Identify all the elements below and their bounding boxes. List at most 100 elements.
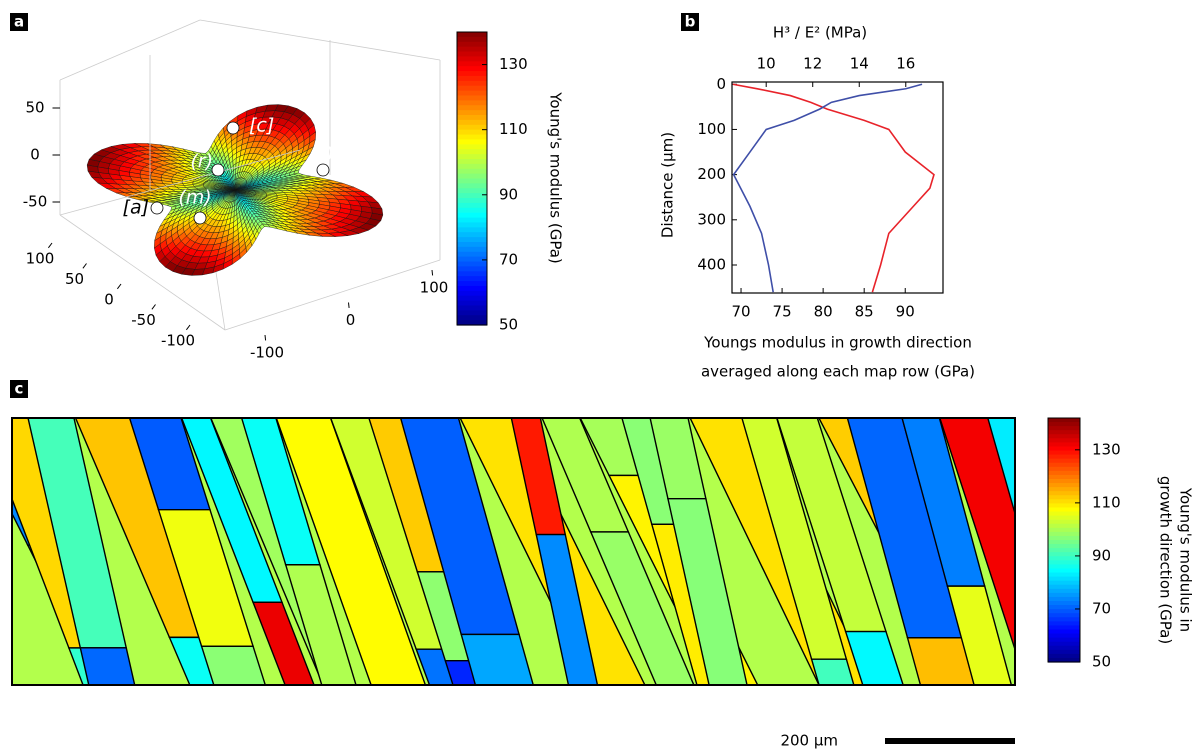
colorbar-segment [457,144,487,149]
colorbar-segment [1048,601,1080,606]
colorbar-segment [457,232,487,237]
colorbar-segment [457,159,487,164]
colorbar-segment [457,227,487,232]
colorbar-segment [457,291,487,296]
colorbar-segment [1048,426,1080,431]
marker-point [212,164,224,176]
colorbar-tick-label: 90 [499,185,518,203]
colorbar-segment [457,100,487,105]
x2-axis-label: H³ / E² (MPa) [773,24,867,42]
tick-label: 50 [25,99,44,117]
marker-point [194,212,206,224]
colorbar-segment [1048,487,1080,492]
colorbar-segment [1048,568,1080,573]
x-tick-label: 75 [773,303,792,321]
grain [1020,665,1078,695]
colorbar-segment [457,242,487,247]
colorbar-segment [457,81,487,86]
colorbar-segment [1048,467,1080,472]
colorbar-segment [1048,471,1080,476]
colorbar-segment [457,42,487,47]
tick-label: 0 [30,146,40,164]
y-tick-label: 300 [697,210,726,228]
colorbar-segment [1048,451,1080,456]
tick-label: 0 [346,311,356,329]
tick-mark [265,335,266,340]
colorbar-segment [457,154,487,159]
colorbar-segment [1048,503,1080,508]
tick-label: 0 [104,291,114,309]
colorbar-segment [1048,438,1080,443]
colorbar-segment [1048,524,1080,529]
x2-tick-label: 16 [896,55,915,73]
colorbar-segment [457,149,487,154]
x-axis-label: averaged along each map row (GPa) [701,363,975,381]
colorbar-segment [457,281,487,286]
colorbar-segment [457,266,487,271]
x-tick-label: 80 [814,303,833,321]
colorbar-segment [457,32,487,37]
y-tick-label: 400 [697,255,726,273]
colorbar-segment [1048,646,1080,651]
colorbar-segment [457,222,487,227]
colorbar-segment [457,271,487,276]
tick-mark [48,243,52,248]
colorbar-segment [457,66,487,71]
colorbar-segment [457,218,487,223]
colorbar-segment [457,56,487,61]
colorbar-segment [1048,548,1080,553]
colorbar-segment [1048,418,1080,423]
colorbar-tick-label: 50 [499,316,518,334]
colorbar-segment [1048,638,1080,643]
colorbar-segment [457,169,487,174]
marker-point [151,202,163,214]
colorbar-segment [457,193,487,198]
colorbar-segment [1048,532,1080,537]
x2-tick-label: 14 [850,55,869,73]
x-tick-label: 90 [896,303,915,321]
colorbar-segment [1048,491,1080,496]
colorbar-segment [1048,560,1080,565]
colorbar-segment [1048,642,1080,647]
colorbar-segment [1048,650,1080,655]
map [0,410,1191,695]
colorbar-segment [457,208,487,213]
marker-point [317,164,329,176]
colorbar-segment [1048,544,1080,549]
colorbar-segment [457,76,487,81]
colorbar-tick-label: 90 [1092,546,1111,564]
tick-mark [186,325,190,330]
colorbar-segment [457,310,487,315]
tick-mark [349,303,350,308]
colorbar-segment [457,110,487,115]
colorbar-segment [1048,564,1080,569]
colorbar-segment [1048,446,1080,451]
panel-letter: a [14,13,24,31]
colorbar-segment [457,262,487,267]
point-label: [a] [123,197,149,219]
colorbar-segment [457,179,487,184]
colorbar-segment [457,105,487,110]
scale-bar-label: 200 µm [780,732,838,750]
colorbar-segment [457,286,487,291]
colorbar-segment [457,203,487,208]
tick-mark [432,270,433,275]
colorbar-segment [1048,528,1080,533]
colorbar-segment [457,71,487,76]
colorbar-segment [1048,573,1080,578]
colorbar-tick-label: 110 [499,120,528,138]
y-tick-label: 200 [697,165,726,183]
colorbar-tick-label: 130 [1092,440,1121,458]
colorbar-segment [457,296,487,301]
tick-label: -100 [161,332,195,350]
point-label: (m) [178,187,211,209]
tick-mark [83,264,87,269]
colorbar-segment [1048,597,1080,602]
colorbar-segment [457,213,487,218]
tick-mark [152,305,156,310]
colorbar-segment [1048,585,1080,590]
point-label: [c] [249,115,274,137]
y-axis-label: Distance (µm) [659,132,677,238]
colorbar-segment [457,115,487,120]
colorbar-segment [457,305,487,310]
